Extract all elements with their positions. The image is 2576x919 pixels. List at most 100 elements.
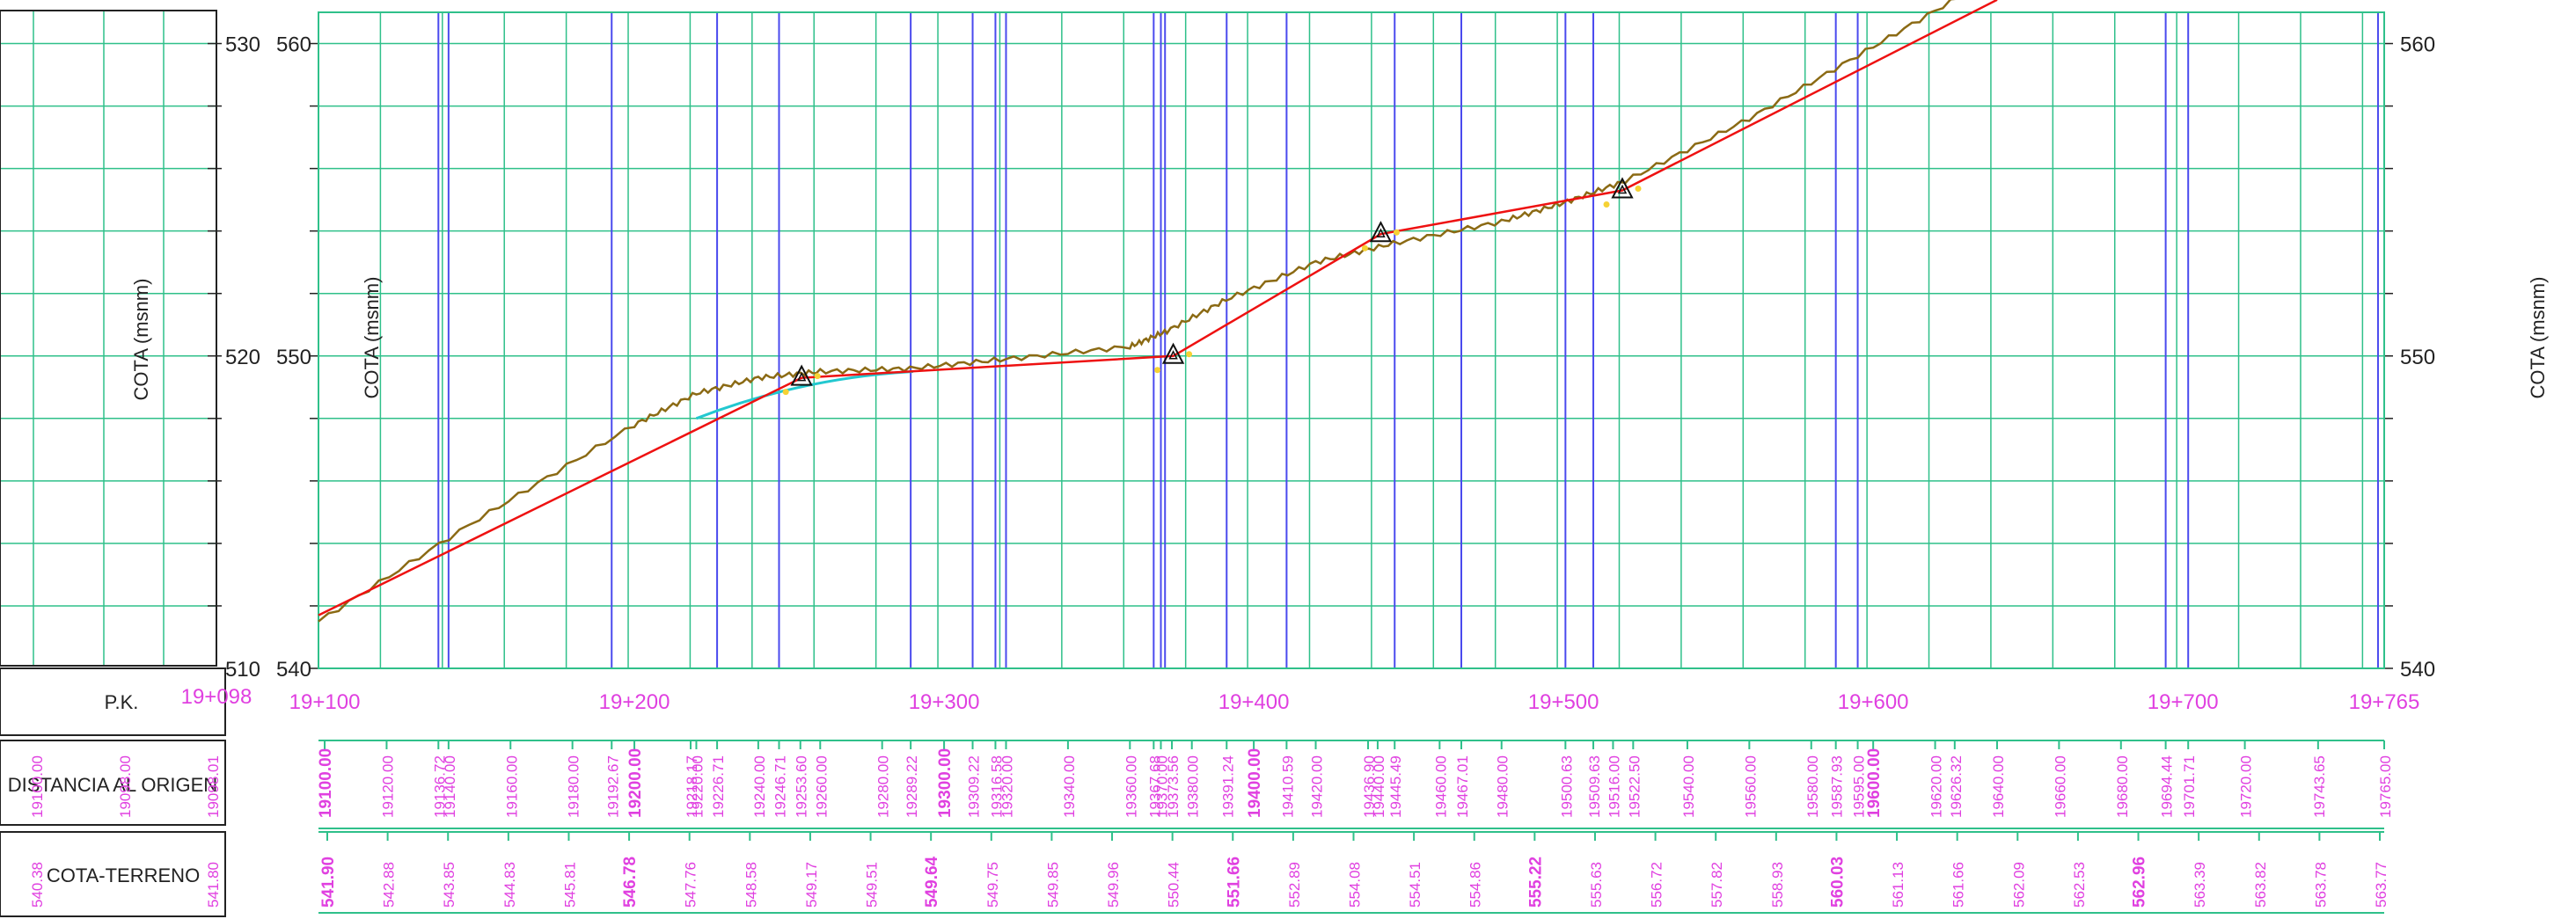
distancia-label: 19220.00 [689,755,706,818]
profile-data-table: P.K. DISTANCIA AL ORIGEN COTA-TERRENO 19… [0,667,2420,917]
left-distancia-label: 19100.00 [29,755,46,818]
distancia-label: 19595.00 [1851,755,1868,818]
distancia-label: 19180.00 [566,755,582,818]
distancia-label: 19522.50 [1626,755,1643,818]
triangle-marker-icon [1154,342,1193,374]
curve-point-marker [1186,351,1193,358]
pk-labels: 19+100 19+200 19+300 19+400 19+500 19+600 19+7… [289,690,2420,714]
cota-label: 549.64 [923,856,941,908]
distancia-label: 19626.32 [1948,755,1965,818]
distancia-label: 19391.24 [1219,755,1236,818]
cota-label: 543.85 [441,862,457,908]
main-profile-plot: COTA (msnm) COTA (msnm) 540 550 560 540 550… [276,0,2549,682]
curve-point-marker [814,373,821,380]
left-elevation-panel: COTA (msnm) 530 520 510 [0,10,260,682]
distancia-label: 19460.00 [1432,755,1449,818]
pk-label: 19+500 [1528,690,1599,714]
cota-label: 554.86 [1467,862,1484,908]
distancia-label: 19340.00 [1061,755,1078,818]
distancia-label: 19120.00 [379,755,396,818]
cota-label: 549.75 [984,862,1001,908]
distancia-label: 19440.00 [1371,755,1387,818]
pk-label: 19+700 [2148,690,2219,714]
main-y-tick-labels-right: 540 550 560 [2400,33,2435,682]
main-grid [310,12,2393,669]
pk-label: 19+400 [1218,690,1290,714]
distancia-label: 19367.68 [1146,755,1163,818]
main-y-axis-title: COTA (msnm) [361,277,383,399]
cota-label: 545.81 [561,862,578,908]
cota-label: 541.90 [319,857,338,908]
pk-label: 19+300 [909,690,980,714]
curve-point-marker [1603,201,1610,208]
distancia-label: 19316.58 [988,755,1005,818]
distancia-label: 19253.60 [794,755,810,818]
left-panel-frame [0,10,217,667]
distancia-label: 19380.00 [1185,755,1202,818]
distancia-label: 19240.00 [751,755,768,818]
left-cota-labels: 540.38 541.80 [29,862,222,908]
y-tick-label: 560 [2400,33,2435,57]
distancia-label: 19140.00 [442,755,458,818]
distancia-label: 19200.00 [626,748,645,818]
distancia-label: 19680.00 [2114,755,2131,818]
left-panel-grid [0,11,222,669]
vertex-markers [782,177,1642,396]
cota-label: 562.53 [2071,862,2088,908]
cota-label: 549.17 [803,862,820,908]
distancia-label: 19360.00 [1123,755,1139,818]
distancia-label: 19587.93 [1829,755,1846,818]
distancia-label: 19100.00 [317,748,335,818]
distancia-label: 19436.90 [1361,755,1378,818]
distancia-label: 19320.00 [999,755,1015,818]
distancia-label: 19540.00 [1680,755,1697,818]
distancia-label: 19500.63 [1558,755,1575,818]
cota-label: 554.08 [1347,862,1364,908]
cota-label: 550.44 [1166,862,1182,908]
cota-label: 551.66 [1225,857,1243,908]
triangle-marker-icon [1603,177,1642,208]
pk-label: 19+200 [599,690,670,714]
cota-label: 549.85 [1044,862,1061,908]
cota-label: 555.22 [1526,857,1545,908]
cota-label: 560.03 [1828,857,1847,908]
distancia-label: 19420.00 [1309,755,1326,818]
left-tick-label: 510 [225,658,260,682]
distancia-label: 19580.00 [1804,755,1821,818]
pk-start-label: 19+098 [181,685,252,709]
distancia-row-label: DISTANCIA AL ORIGEN [8,774,217,796]
cota-label: 561.13 [1890,862,1906,908]
distancia-label: 19218.17 [684,755,700,818]
left-y-axis-title: COTA (msnm) [130,279,152,401]
pk-row-label: P.K. [105,691,139,713]
terrain-profile-line [318,0,1956,623]
right-y-axis-title: COTA (msnm) [2527,277,2549,399]
curve-point-marker [1361,244,1368,252]
grade-line [318,0,1998,616]
cota-label: 552.89 [1286,862,1303,908]
cota-label: 563.39 [2192,862,2208,908]
curve-point-marker [1154,367,1161,374]
main-y-tick-labels-left: 540 550 560 [276,33,311,682]
distancia-label: 19373.56 [1165,755,1182,818]
distancia-label: 19701.71 [2181,755,2198,818]
cota-label: 557.82 [1709,862,1725,908]
plot-frame [318,11,2385,669]
distancia-label: 19400.00 [1246,748,1264,818]
cota-label: 542.88 [381,862,398,908]
distancia-label: 19694.44 [2159,755,2176,818]
distancia-label: 19246.71 [772,755,788,818]
distancia-label: 19640.00 [1990,755,2007,818]
cota-label: 558.93 [1769,862,1786,908]
left-tick-label: 520 [225,346,260,369]
pk-label: 19+600 [1838,690,1909,714]
cota-label: 562.09 [2010,862,2027,908]
distancia-label: 19600.00 [1865,748,1884,818]
left-distancia-labels: 19100.00 19098.00 19098.01 [29,755,222,818]
cota-label: 556.72 [1649,862,1665,908]
pk-label: 19+100 [289,690,361,714]
distancia-label: 19516.00 [1606,755,1622,818]
curve-point-marker [782,389,789,396]
